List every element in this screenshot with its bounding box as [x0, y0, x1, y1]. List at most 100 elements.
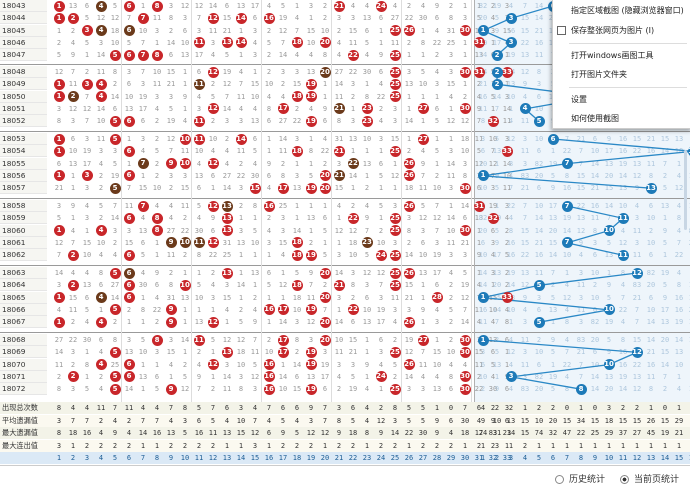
omission-cell: 6 — [476, 184, 482, 193]
blue-omission-cell: 10 — [646, 238, 656, 247]
omission-cell: 2 — [476, 372, 482, 381]
stats-value: 2 — [98, 416, 104, 425]
stats-value: 5 — [294, 429, 300, 437]
blue-omission-cell: 21 — [632, 293, 642, 302]
omission-cell: 3 — [336, 251, 342, 260]
stats-value: 1 — [462, 441, 468, 450]
omission-cell: 9 — [210, 214, 216, 223]
omission-cell: 3 — [168, 2, 174, 10]
omission-cell: 1 — [266, 147, 272, 156]
omission-cell: 7 — [280, 38, 286, 47]
blue-omission-cell: 10 — [478, 184, 488, 193]
omission-cell: 9 — [364, 214, 370, 223]
stats-value: 5 — [420, 404, 426, 412]
stats-value: 2 — [522, 441, 528, 450]
menu-item-label: 打开图片文件夹 — [571, 70, 627, 79]
menu-item-save-page[interactable]: 保存整张网页为图片 (I) — [553, 22, 690, 40]
omission-cell: 11 — [334, 348, 344, 357]
omission-cell: 2 — [112, 80, 118, 89]
stats-value: 7 — [84, 416, 90, 425]
omission-cell: 8 — [196, 251, 202, 260]
omission-cell: 1 — [154, 238, 160, 247]
stats-value: 2 — [494, 404, 500, 412]
omission-cell: 3 — [266, 238, 272, 247]
menu-item-settings[interactable]: 设置 — [553, 91, 690, 109]
omission-cell: 14 — [208, 2, 218, 10]
red-ball: 27 — [417, 133, 429, 145]
omission-cell: 17 — [250, 2, 260, 10]
omission-cell: 5 — [476, 14, 482, 23]
omission-cell: 4 — [70, 38, 76, 47]
number-header-cell: 1 — [480, 454, 486, 462]
omission-cell: 1 — [294, 2, 300, 10]
omission-cell: 1 — [182, 348, 188, 357]
blue-omission-cell: 11 — [646, 159, 656, 168]
omission-cell: 2 — [154, 171, 160, 180]
red-ball: 30 — [459, 225, 471, 237]
blue-omission-cell: 3 — [634, 238, 640, 247]
omission-cell: 3 — [56, 202, 62, 210]
omission-cell: 2 — [238, 305, 244, 314]
blue-omission-cell: 2 — [480, 385, 486, 394]
blue-omission-cell: 22 — [520, 38, 530, 47]
omission-cell: 11 — [222, 385, 232, 394]
omission-cell: 2 — [476, 80, 482, 89]
omission-cell: 4 — [364, 51, 370, 60]
period-cell: 18047 — [0, 49, 47, 62]
omission-cell: 15 — [250, 80, 260, 89]
omission-cell: 13 — [250, 269, 260, 277]
omission-cell: 10 — [152, 68, 162, 76]
omission-cell: 3 — [196, 104, 202, 113]
blue-omission-cell: 19 — [548, 159, 558, 168]
blue-omission-cell: 19 — [506, 51, 516, 60]
omission-cell: 4 — [252, 159, 258, 168]
omission-cell: 10 — [432, 360, 442, 369]
blue-omission-cell: 12 — [618, 238, 628, 247]
omission-cell: 5 — [434, 117, 440, 126]
blue-omission-cell: 4 — [522, 92, 528, 101]
omission-cell: 12 — [446, 117, 456, 126]
blue-omission-cell: 7 — [686, 267, 690, 279]
red-ball: 32 — [487, 212, 499, 224]
menu-item-region-capture[interactable]: 指定区域截图 (隐藏浏览器窗口) — [553, 2, 690, 20]
omission-cell: 13 — [362, 318, 372, 327]
omission-cell: 2 — [84, 68, 90, 76]
omission-cell: 3 — [392, 202, 398, 210]
blue-omission-cell: 15 — [548, 238, 558, 247]
history-stats-radio[interactable]: 历史统计 — [555, 474, 605, 486]
red-ball: 3 — [81, 78, 93, 90]
omission-cell: 12 — [432, 214, 442, 223]
blue-omission-cell: 22 — [562, 360, 572, 369]
omission-cell: 4 — [154, 293, 160, 302]
red-ball: 1 — [53, 316, 65, 328]
omission-cell: 17 — [82, 159, 92, 168]
blue-omission-cell: 10 — [646, 305, 656, 314]
omission-cell: 10 — [194, 293, 204, 302]
omission-cell: 1 — [322, 92, 328, 101]
red-ball: 7 — [137, 12, 149, 24]
blue-omission-cell: 10 — [590, 293, 600, 302]
omission-cell: 3 — [448, 147, 454, 156]
menu-item-help[interactable]: 如何使用截图 — [553, 110, 690, 128]
omission-cell: 14 — [166, 38, 176, 47]
stats-value: 0 — [592, 404, 598, 412]
current-page-stats-radio[interactable]: 当前页统计 — [620, 474, 679, 486]
vertical-scrollbar[interactable] — [684, 150, 687, 230]
menu-item-open-paint[interactable]: 打开windows画图工具 — [553, 47, 690, 65]
omission-cell: 27 — [110, 281, 120, 290]
stats-value: 7 — [112, 404, 118, 412]
omission-cell: 13 — [138, 226, 148, 235]
omission-cell: 2 — [154, 117, 160, 126]
omission-cell: 3 — [336, 360, 342, 369]
menu-item-open-folder[interactable]: 打开图片文件夹 — [553, 66, 690, 84]
omission-cell: 3 — [154, 26, 160, 35]
omission-cell: 7 — [70, 68, 76, 76]
omission-cell: 2 — [350, 293, 356, 302]
omission-cell: 10 — [418, 80, 428, 89]
blue-omission-cell: 21 — [520, 184, 530, 193]
blue-omission-cell: 6 — [648, 202, 654, 210]
omission-cell: 22 — [292, 117, 302, 126]
stats-value: 15 — [660, 416, 670, 425]
omission-cell: 4 — [210, 51, 216, 60]
omission-cell: 6 — [140, 238, 146, 247]
